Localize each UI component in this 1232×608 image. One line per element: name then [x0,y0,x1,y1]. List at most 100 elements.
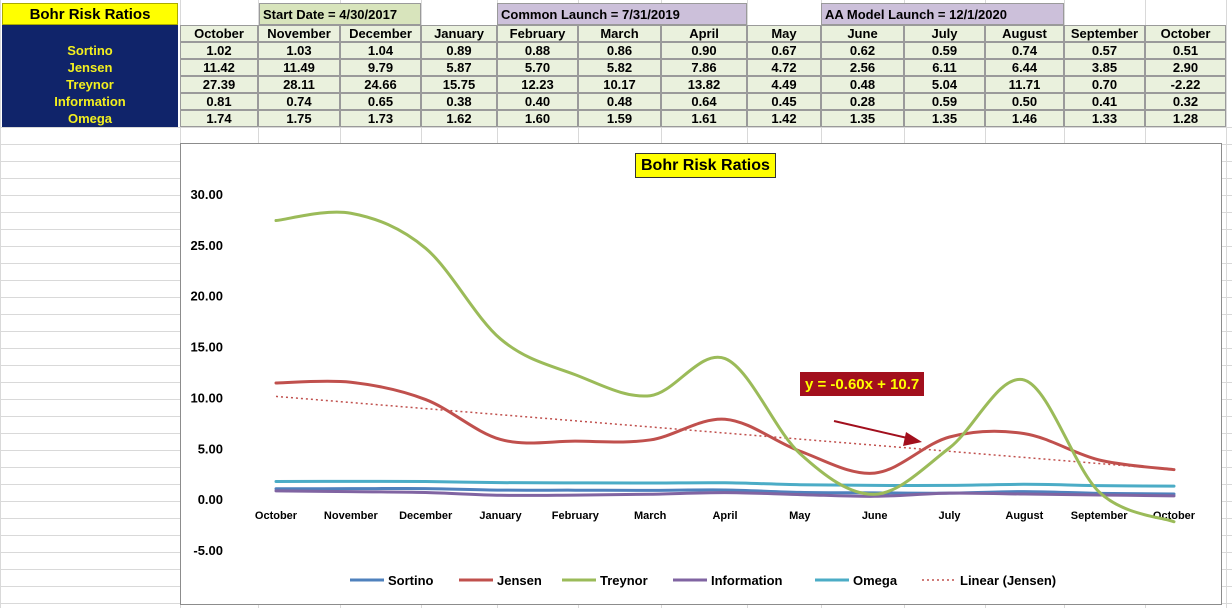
value-cell[interactable]: 0.59 [904,42,985,59]
value-cell[interactable]: 0.74 [985,42,1064,59]
value-cell[interactable]: 11.42 [180,59,258,76]
x-tick-label: January [479,510,522,522]
value-cell[interactable]: 0.67 [747,42,821,59]
value-cell[interactable]: 12.23 [497,76,578,93]
value-cell[interactable]: 0.48 [578,93,661,110]
value-cell[interactable]: 1.60 [497,110,578,127]
value-cell[interactable]: 0.28 [821,93,904,110]
common-launch-cell[interactable]: Common Launch = 7/31/2019 [497,3,747,25]
value-cell[interactable]: 24.66 [340,76,421,93]
y-tick-label: 5.00 [198,441,223,456]
value-cell[interactable]: 0.50 [985,93,1064,110]
month-header-cell[interactable]: January [421,25,497,42]
value-cell[interactable]: 0.59 [904,93,985,110]
corner-cell[interactable] [2,25,178,42]
value-cell[interactable]: 0.51 [1145,42,1226,59]
value-cell[interactable]: 4.72 [747,59,821,76]
value-cell[interactable]: 6.44 [985,59,1064,76]
value-cell[interactable]: 0.62 [821,42,904,59]
month-header-cell[interactable]: October [1145,25,1226,42]
series-line-jensen [274,379,1176,475]
value-cell[interactable]: 5.87 [421,59,497,76]
value-cell[interactable]: 11.71 [985,76,1064,93]
aa-model-launch-cell[interactable]: AA Model Launch = 12/1/2020 [821,3,1064,25]
value-cell[interactable]: 5.04 [904,76,985,93]
row-label-cell[interactable]: Jensen [2,59,178,76]
chart-area[interactable] [180,143,1222,605]
value-cell[interactable]: 27.39 [180,76,258,93]
value-cell[interactable]: 1.42 [747,110,821,127]
x-tick-label: December [399,510,453,522]
value-cell[interactable]: 0.81 [180,93,258,110]
month-header-cell[interactable]: May [747,25,821,42]
value-cell[interactable]: 11.49 [258,59,340,76]
month-header-cell[interactable]: July [904,25,985,42]
month-header-cell[interactable]: February [497,25,578,42]
value-cell[interactable]: 6.11 [904,59,985,76]
value-cell[interactable]: 0.48 [821,76,904,93]
value-cell[interactable]: 1.03 [258,42,340,59]
row-label-cell[interactable]: Sortino [2,42,178,59]
value-cell[interactable]: 0.74 [258,93,340,110]
value-cell[interactable]: 1.33 [1064,110,1145,127]
value-cell[interactable]: 1.04 [340,42,421,59]
legend-label: Linear (Jensen) [960,573,1056,588]
sheet-title-cell[interactable]: Bohr Risk Ratios [2,3,178,25]
value-cell[interactable]: 13.82 [661,76,747,93]
value-cell[interactable]: 1.35 [821,110,904,127]
value-cell[interactable]: 1.35 [904,110,985,127]
value-cell[interactable]: 1.61 [661,110,747,127]
value-cell[interactable]: 7.86 [661,59,747,76]
month-header-cell[interactable]: August [985,25,1064,42]
value-cell[interactable]: 1.75 [258,110,340,127]
value-cell[interactable]: 0.89 [421,42,497,59]
value-cell[interactable]: 0.64 [661,93,747,110]
value-cell[interactable]: 1.28 [1145,110,1226,127]
y-tick-label: -5.00 [193,543,223,558]
value-cell[interactable]: 1.59 [578,110,661,127]
value-cell[interactable]: 0.86 [578,42,661,59]
value-cell[interactable]: 0.38 [421,93,497,110]
value-cell[interactable]: 28.11 [258,76,340,93]
value-cell[interactable]: 1.74 [180,110,258,127]
month-header-cell[interactable]: November [258,25,340,42]
value-cell[interactable]: 3.85 [1064,59,1145,76]
row-label-cell[interactable]: Treynor [2,76,178,93]
trendline-equation: y = -0.60x + 10.7 [800,372,925,396]
month-header-cell[interactable]: June [821,25,904,42]
value-cell[interactable]: -2.22 [1145,76,1226,93]
value-cell[interactable]: 2.56 [821,59,904,76]
value-cell[interactable]: 9.79 [340,59,421,76]
value-cell[interactable]: 2.90 [1145,59,1226,76]
start-date-cell[interactable]: Start Date = 4/30/2017 [259,3,421,25]
value-cell[interactable]: 5.70 [497,59,578,76]
value-cell[interactable]: 0.90 [661,42,747,59]
month-header-cell[interactable]: April [661,25,747,42]
row-label-cell[interactable]: Information [2,93,178,110]
value-cell[interactable]: 1.73 [340,110,421,127]
month-header-cell[interactable]: October [180,25,258,42]
legend-label: Omega [853,573,898,588]
value-cell[interactable]: 15.75 [421,76,497,93]
x-tick-label: August [1005,510,1043,522]
value-cell[interactable]: 0.32 [1145,93,1226,110]
value-cell[interactable]: 1.02 [180,42,258,59]
value-cell[interactable]: 0.40 [497,93,578,110]
value-cell[interactable]: 0.45 [747,93,821,110]
value-cell[interactable]: 5.82 [578,59,661,76]
row-label-cell[interactable]: Omega [2,110,178,127]
legend-label: Jensen [497,573,542,588]
value-cell[interactable]: 1.62 [421,110,497,127]
month-header-cell[interactable]: March [578,25,661,42]
month-header-cell[interactable]: December [340,25,421,42]
value-cell[interactable]: 0.70 [1064,76,1145,93]
value-cell[interactable]: 10.17 [578,76,661,93]
month-header-cell[interactable]: September [1064,25,1145,42]
value-cell[interactable]: 0.88 [497,42,578,59]
value-cell[interactable]: 1.46 [985,110,1064,127]
value-cell[interactable]: 0.41 [1064,93,1145,110]
value-cell[interactable]: 4.49 [747,76,821,93]
x-tick-label: November [324,510,379,522]
value-cell[interactable]: 0.65 [340,93,421,110]
value-cell[interactable]: 0.57 [1064,42,1145,59]
